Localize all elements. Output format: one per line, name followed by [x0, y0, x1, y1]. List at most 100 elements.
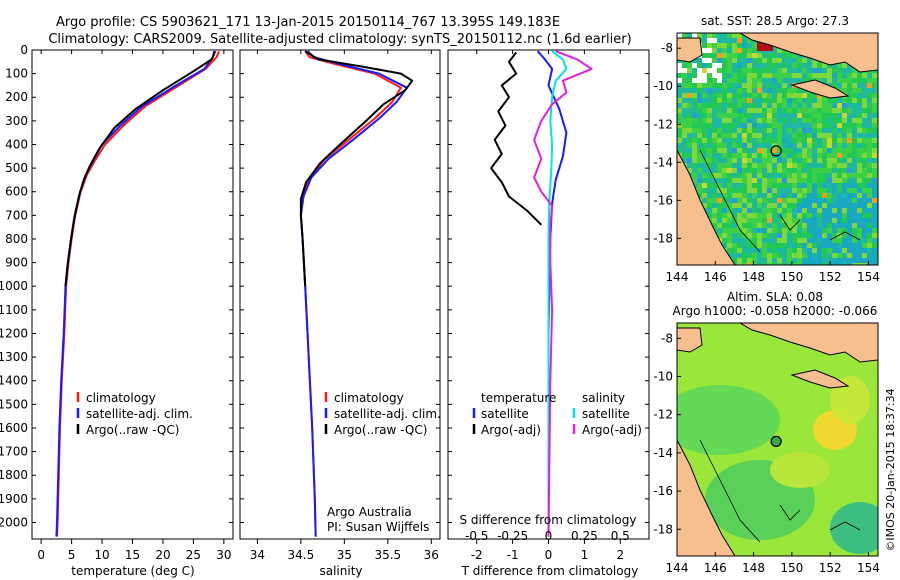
- sst-cell: [817, 223, 822, 228]
- sst-cell: [767, 148, 772, 153]
- sst-cell: [682, 83, 687, 88]
- sst-cell: [817, 78, 822, 83]
- sst-cell: [712, 133, 717, 138]
- sst-cell: [742, 133, 747, 138]
- sst-cell: [827, 163, 832, 168]
- sst-cell: [682, 153, 687, 158]
- sst-cell: [772, 158, 777, 163]
- sst-cell: [872, 228, 877, 233]
- sst-cell: [702, 43, 707, 48]
- series-line: [299, 50, 408, 537]
- sst-cell: [857, 83, 862, 88]
- sst-cell: [702, 73, 707, 78]
- sst-cell: [752, 238, 757, 243]
- sst-cell: [857, 168, 862, 173]
- map-x-tick-label: 144: [666, 270, 689, 284]
- sst-cell: [767, 78, 772, 83]
- sst-cell: [822, 68, 827, 73]
- sst-cell: [752, 153, 757, 158]
- sst-cell: [862, 173, 867, 178]
- sst-cell: [857, 178, 862, 183]
- sst-cell: [697, 133, 702, 138]
- sst-cell: [782, 53, 787, 58]
- sst-cell: [822, 108, 827, 113]
- sst-cell: [852, 188, 857, 193]
- sst-cell: [817, 193, 822, 198]
- sst-cell: [712, 128, 717, 133]
- sst-cell: [777, 68, 782, 73]
- sst-cell: [737, 153, 742, 158]
- sst-cell: [727, 53, 732, 58]
- sst-cell: [817, 73, 822, 78]
- sst-cell: [792, 178, 797, 183]
- sst-cell: [762, 123, 767, 128]
- sst-cell: [702, 78, 707, 83]
- sst-cell: [727, 88, 732, 93]
- sst-cell: [772, 183, 777, 188]
- sst-cell: [762, 108, 767, 113]
- sst-cell: [847, 163, 852, 168]
- sst-cell: [722, 118, 727, 123]
- sst-cell: [747, 223, 752, 228]
- sst-cell: [737, 168, 742, 173]
- sst-cell: [677, 148, 682, 153]
- sst-cell: [752, 138, 757, 143]
- sst-cell: [702, 133, 707, 138]
- sst-cell: [847, 93, 852, 98]
- sst-cell: [802, 183, 807, 188]
- sst-cell: [752, 178, 757, 183]
- sst-cell: [722, 73, 727, 78]
- sst-cell: [832, 148, 837, 153]
- sst-cell: [772, 53, 777, 58]
- sst-cell: [727, 83, 732, 88]
- sst-cell: [827, 203, 832, 208]
- sst-cell: [737, 103, 742, 108]
- sst-cell: [687, 148, 692, 153]
- sst-cell: [782, 183, 787, 188]
- sst-cell: [757, 68, 762, 73]
- sst-cell: [722, 218, 727, 223]
- sst-cell: [732, 68, 737, 73]
- sst-cell: [797, 228, 802, 233]
- sst-cell: [742, 178, 747, 183]
- sst-cell: [787, 133, 792, 138]
- sst-cell: [847, 183, 852, 188]
- sst-cell: [802, 73, 807, 78]
- map-x-tick-label: 144: [666, 561, 689, 575]
- sst-cell: [722, 198, 727, 203]
- sst-cell: [862, 183, 867, 188]
- sst-cell: [812, 238, 817, 243]
- sst-cell: [777, 83, 782, 88]
- sst-cell: [752, 133, 757, 138]
- sla-map-title-2: Argo h1000: -0.058 h2000: -0.066: [673, 304, 878, 318]
- x-tick-label: -2: [471, 548, 483, 562]
- sst-cell: [732, 203, 737, 208]
- sst-cell: [807, 108, 812, 113]
- sst-cell: [782, 238, 787, 243]
- sst-cell: [842, 73, 847, 78]
- map-y-tick-label: -12: [653, 117, 673, 131]
- series-line: [547, 50, 568, 537]
- sst-cell: [817, 248, 822, 253]
- sst-cell: [867, 88, 872, 93]
- sst-cell: [757, 238, 762, 243]
- sst-cell: [852, 73, 857, 78]
- sst-cell: [762, 88, 767, 93]
- sst-cell: [707, 78, 712, 83]
- sst-cell: [797, 68, 802, 73]
- sst-cell: [832, 243, 837, 248]
- sla-blob: [677, 385, 780, 455]
- map-y-tick-label: -16: [653, 484, 673, 498]
- sst-cell: [817, 203, 822, 208]
- x-tick-label: 30: [216, 548, 231, 562]
- sst-cell: [757, 233, 762, 238]
- sst-cell: [682, 118, 687, 123]
- sst-cell: [787, 218, 792, 223]
- sst-cell: [832, 153, 837, 158]
- sst-cell: [712, 153, 717, 158]
- sst-cell: [722, 183, 727, 188]
- sst-cell: [817, 258, 822, 263]
- sst-cell: [717, 228, 722, 233]
- sst-cell: [852, 178, 857, 183]
- sst-cell: [767, 123, 772, 128]
